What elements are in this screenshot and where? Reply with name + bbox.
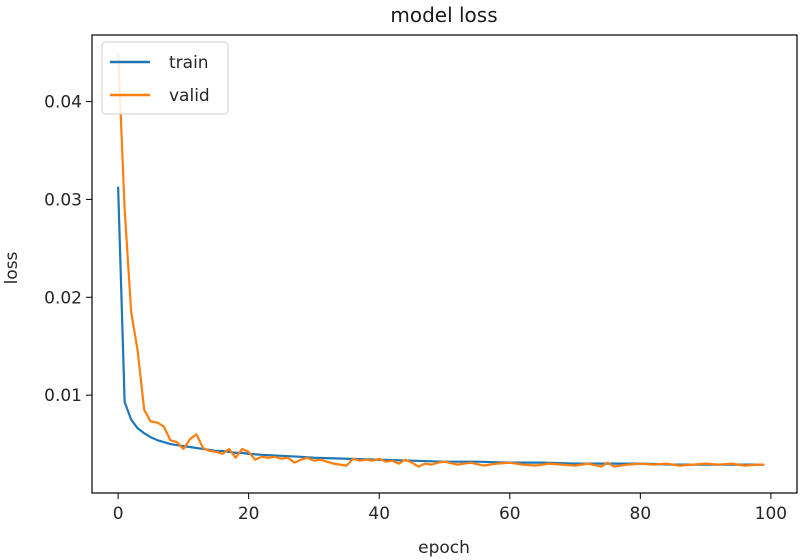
series-layer: [117, 52, 765, 468]
y-tick-label: 0.04: [44, 93, 82, 113]
plot-frame: [91, 34, 798, 494]
y-tick-label: 0.02: [44, 288, 82, 308]
series-line-valid: [117, 52, 765, 468]
x-axis: 0 20 40 60 80 100: [113, 493, 787, 524]
legend: train valid: [101, 41, 229, 115]
legend-label-train: train: [169, 53, 209, 73]
x-tick-label: 40: [368, 504, 390, 524]
y-axis: 0.01 0.02 0.03 0.04: [44, 93, 92, 406]
chart-title: model loss: [390, 3, 497, 27]
y-tick-label: 0.03: [44, 190, 82, 210]
legend-label-valid: valid: [169, 86, 210, 106]
y-tick-label: 0.01: [44, 386, 82, 406]
x-tick-label: 80: [630, 504, 652, 524]
x-tick-label: 0: [113, 504, 124, 524]
series-line-train: [117, 186, 765, 466]
x-axis-title: epoch: [418, 538, 470, 558]
x-tick-label: 100: [755, 504, 787, 524]
x-tick-label: 60: [499, 504, 521, 524]
x-tick-label: 20: [238, 504, 260, 524]
y-axis-title: loss: [2, 251, 22, 284]
